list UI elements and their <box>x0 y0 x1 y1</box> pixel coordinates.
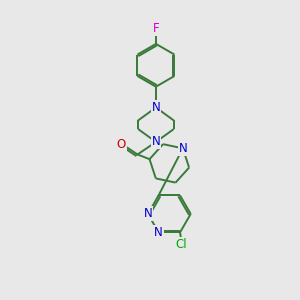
Text: N: N <box>178 142 187 155</box>
Text: Cl: Cl <box>176 238 187 251</box>
Text: F: F <box>153 22 159 35</box>
Text: O: O <box>116 138 126 151</box>
Text: N: N <box>154 226 163 239</box>
Text: N: N <box>152 136 160 148</box>
Text: N: N <box>143 207 152 220</box>
Text: N: N <box>152 101 160 114</box>
